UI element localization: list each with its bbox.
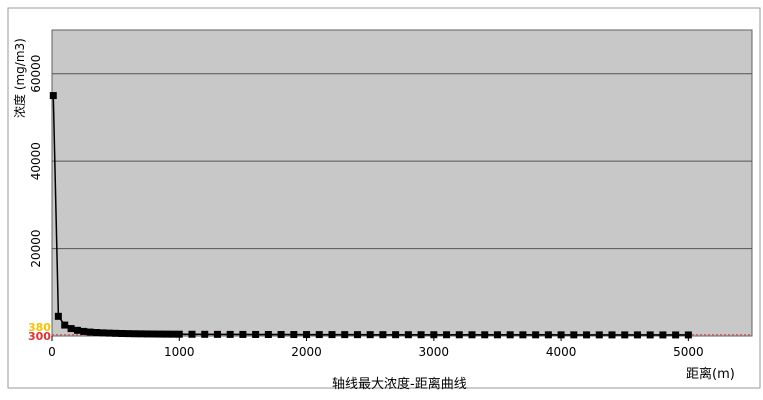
data-point — [67, 325, 75, 333]
series-layer — [49, 92, 692, 339]
data-point — [328, 331, 336, 339]
y-tick-label: 20000 — [29, 229, 43, 267]
data-point — [303, 331, 311, 339]
data-point — [137, 330, 145, 338]
data-point — [156, 330, 164, 338]
chart-title: 轴线最大浓度-距离曲线 — [332, 376, 467, 392]
grid-lines — [52, 73, 752, 250]
x-axis-label: 距离(m) — [686, 366, 735, 382]
data-point — [131, 330, 139, 338]
data-point — [315, 331, 323, 339]
data-point — [379, 331, 387, 339]
data-point — [353, 331, 361, 339]
data-point — [481, 331, 489, 339]
data-point — [519, 331, 527, 339]
data-point — [493, 331, 501, 339]
data-point — [213, 330, 221, 338]
data-point — [646, 331, 654, 339]
threshold-label-300: 300 — [28, 330, 51, 343]
data-point — [201, 330, 209, 338]
data-point — [226, 330, 234, 338]
data-point — [392, 331, 400, 339]
data-point — [570, 331, 578, 339]
data-point — [366, 331, 374, 339]
data-point — [80, 327, 88, 335]
data-point — [341, 331, 349, 339]
data-point — [239, 330, 247, 338]
x-tick-label: 0 — [48, 345, 56, 359]
data-point — [544, 331, 552, 339]
data-point — [54, 312, 62, 320]
axis-layer: 20000 40000 60000 0 1000 2000 3000 4000 5000 — [29, 55, 704, 359]
data-point — [118, 330, 126, 338]
data-point — [73, 326, 81, 334]
data-point — [264, 330, 272, 338]
data-point — [633, 331, 641, 339]
data-point — [99, 329, 107, 337]
data-point — [93, 329, 101, 337]
data-point — [112, 329, 120, 337]
data-point — [417, 331, 425, 339]
data-point — [621, 331, 629, 339]
data-point — [290, 331, 298, 339]
x-tick-label: 3000 — [419, 345, 450, 359]
x-tick-label: 5000 — [673, 345, 704, 359]
data-point — [468, 331, 476, 339]
data-point — [672, 331, 680, 339]
data-point — [583, 331, 591, 339]
data-point — [188, 330, 196, 338]
data-point — [49, 92, 57, 100]
data-point — [595, 331, 603, 339]
data-point — [150, 330, 158, 338]
data-point — [61, 321, 69, 329]
threshold-label-380: 380 — [28, 321, 51, 334]
data-point — [443, 331, 451, 339]
data-point — [404, 331, 412, 339]
data-point — [430, 331, 438, 339]
data-point — [532, 331, 540, 339]
data-point — [252, 330, 260, 338]
data-point — [684, 331, 692, 339]
y-tick-label: 40000 — [29, 142, 43, 180]
x-tick-label: 2000 — [291, 345, 322, 359]
x-tick-label: 4000 — [546, 345, 577, 359]
data-point — [659, 331, 667, 339]
data-point — [105, 329, 113, 337]
plot-area — [51, 29, 753, 337]
x-tick-label: 1000 — [164, 345, 195, 359]
data-point — [169, 330, 177, 338]
data-point — [86, 328, 94, 336]
data-point — [506, 331, 514, 339]
data-point — [608, 331, 616, 339]
data-point — [557, 331, 565, 339]
data-point — [455, 331, 463, 339]
y-tick-label: 60000 — [29, 55, 43, 93]
data-point — [277, 331, 285, 339]
y-axis-label: 浓度 (mg/m3) — [12, 38, 27, 118]
data-point — [124, 330, 132, 338]
data-point — [175, 330, 183, 338]
data-point — [143, 330, 151, 338]
data-point — [163, 330, 171, 338]
